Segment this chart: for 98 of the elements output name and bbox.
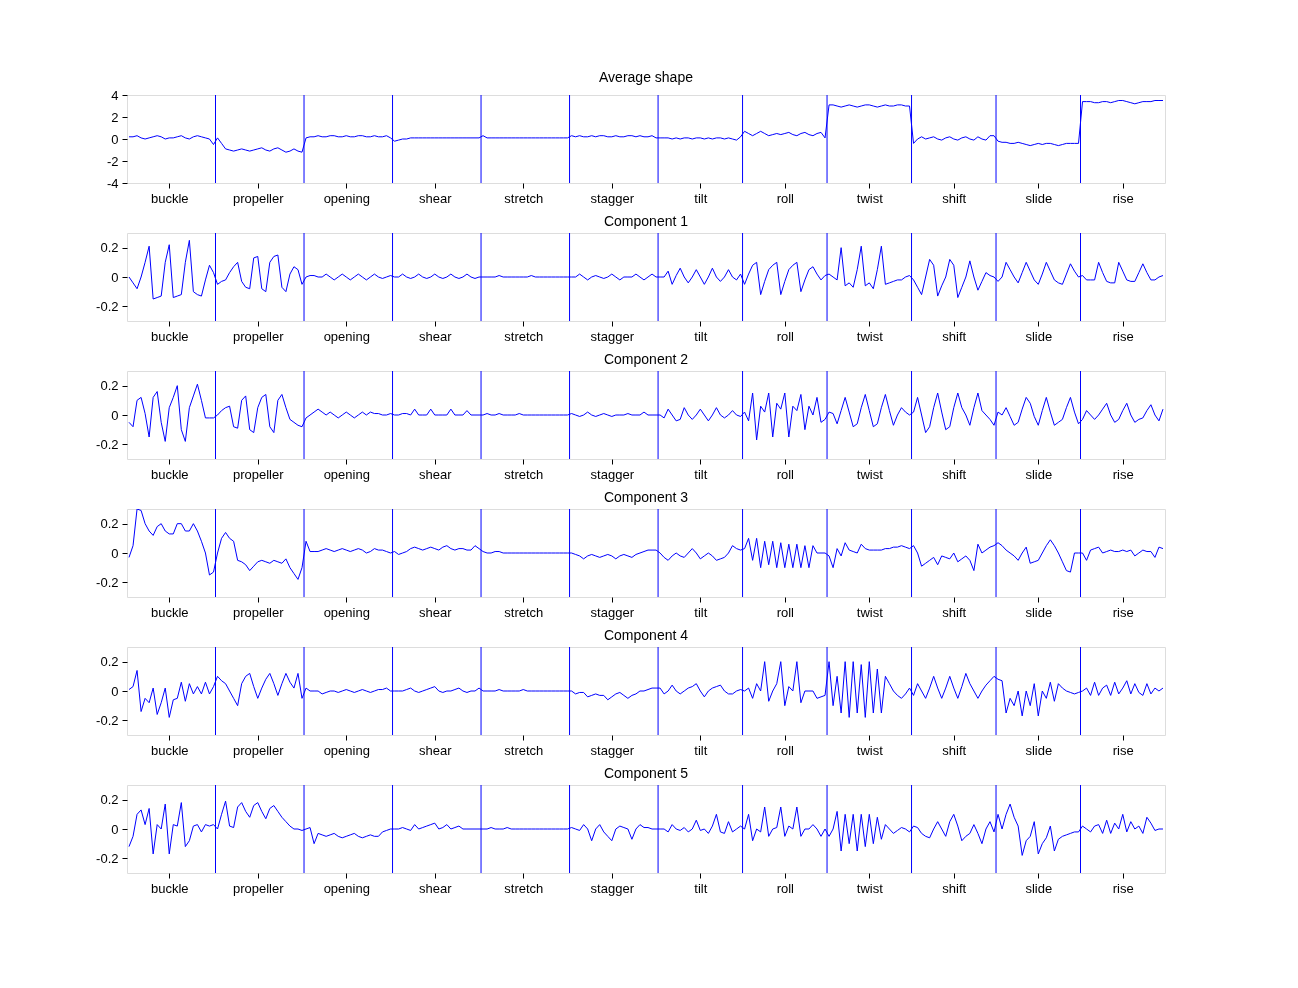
y-tick-label: -0.2 bbox=[96, 850, 119, 866]
x-tick-label: propeller bbox=[232, 604, 285, 620]
x-tick-label: rise bbox=[1112, 880, 1134, 896]
y-tick-label: -0.2 bbox=[96, 298, 119, 314]
y-tick-label: -0.2 bbox=[96, 712, 119, 728]
x-tick-label: twist bbox=[856, 742, 884, 758]
y-tick-label: 0 bbox=[111, 131, 119, 147]
x-tick-label: shift bbox=[942, 190, 967, 206]
chart-title: Component 5 bbox=[603, 764, 689, 781]
x-tick-label: shift bbox=[942, 466, 967, 482]
y-tick-label: -4 bbox=[106, 175, 119, 191]
x-tick-label: rise bbox=[1112, 328, 1134, 344]
x-tick-label: buckle bbox=[150, 466, 189, 482]
x-tick-label: tilt bbox=[694, 880, 708, 896]
y-tick-label: -0.2 bbox=[96, 436, 119, 452]
x-tick-label: rise bbox=[1112, 190, 1134, 206]
x-tick-label: roll bbox=[776, 880, 795, 896]
x-tick-label: opening bbox=[323, 328, 370, 344]
chart-title: Average shape bbox=[599, 69, 694, 85]
x-tick-label: stretch bbox=[504, 190, 544, 206]
x-tick-label: buckle bbox=[150, 328, 189, 344]
x-tick-label: slide bbox=[1025, 742, 1053, 758]
x-tick-label: twist bbox=[856, 328, 884, 344]
x-tick-label: roll bbox=[776, 466, 795, 482]
x-tick-label: slide bbox=[1025, 328, 1053, 344]
x-tick-label: opening bbox=[323, 742, 370, 758]
x-tick-label: stretch bbox=[504, 328, 544, 344]
x-tick-label: roll bbox=[776, 190, 795, 206]
x-tick-label: slide bbox=[1025, 880, 1053, 896]
x-tick-label: shear bbox=[419, 604, 453, 620]
y-tick-label: 0 bbox=[111, 821, 119, 837]
x-tick-label: shift bbox=[942, 880, 967, 896]
x-tick-label: stagger bbox=[590, 604, 635, 620]
x-tick-label: stagger bbox=[590, 880, 635, 896]
x-tick-label: tilt bbox=[694, 328, 708, 344]
x-tick-label: twist bbox=[856, 190, 884, 206]
y-tick-label: 0 bbox=[111, 269, 119, 285]
x-tick-label: opening bbox=[323, 190, 370, 206]
x-tick-label: stretch bbox=[504, 466, 544, 482]
chart-title: Component 3 bbox=[603, 488, 689, 505]
y-tick-label: 0.2 bbox=[100, 378, 119, 394]
x-tick-label: shear bbox=[419, 742, 453, 758]
y-tick-label: 2 bbox=[111, 109, 119, 125]
x-tick-label: twist bbox=[856, 466, 884, 482]
chart-title: Component 4 bbox=[603, 626, 689, 643]
x-tick-label: propeller bbox=[232, 742, 285, 758]
x-tick-label: rise bbox=[1112, 466, 1134, 482]
x-tick-label: slide bbox=[1025, 466, 1053, 482]
x-tick-label: opening bbox=[323, 466, 370, 482]
x-tick-label: tilt bbox=[694, 604, 708, 620]
x-tick-label: stagger bbox=[590, 742, 635, 758]
x-tick-label: shift bbox=[942, 742, 967, 758]
x-tick-label: roll bbox=[776, 328, 795, 344]
x-tick-label: rise bbox=[1112, 604, 1134, 620]
y-tick-label: 0.2 bbox=[100, 516, 119, 532]
x-tick-label: shear bbox=[419, 466, 453, 482]
chart-title: Component 1 bbox=[603, 212, 689, 229]
x-tick-label: propeller bbox=[232, 880, 285, 896]
y-tick-label: 0.2 bbox=[100, 240, 119, 256]
x-tick-label: stagger bbox=[590, 328, 635, 344]
x-tick-label: twist bbox=[856, 604, 884, 620]
y-tick-label: 0.2 bbox=[100, 792, 119, 808]
x-tick-label: tilt bbox=[694, 190, 708, 206]
x-tick-label: stagger bbox=[590, 190, 635, 206]
x-tick-label: propeller bbox=[232, 190, 285, 206]
x-tick-label: buckle bbox=[150, 880, 189, 896]
y-tick-label: -2 bbox=[106, 153, 119, 169]
x-tick-label: tilt bbox=[694, 742, 708, 758]
x-tick-label: opening bbox=[323, 604, 370, 620]
x-tick-label: stagger bbox=[590, 466, 635, 482]
x-tick-label: slide bbox=[1025, 190, 1053, 206]
x-tick-label: stretch bbox=[504, 880, 544, 896]
x-tick-label: opening bbox=[323, 880, 370, 896]
chart-title: Component 2 bbox=[603, 350, 689, 367]
x-tick-label: stretch bbox=[504, 742, 544, 758]
y-tick-label: 0 bbox=[111, 683, 119, 699]
x-tick-label: shear bbox=[419, 328, 453, 344]
y-tick-label: 4 bbox=[111, 87, 119, 103]
x-tick-label: roll bbox=[776, 604, 795, 620]
x-tick-label: buckle bbox=[150, 742, 189, 758]
y-tick-label: 0 bbox=[111, 545, 119, 561]
x-tick-label: twist bbox=[856, 880, 884, 896]
y-tick-label: 0.2 bbox=[100, 654, 119, 670]
x-tick-label: slide bbox=[1025, 604, 1053, 620]
y-tick-label: 0 bbox=[111, 407, 119, 423]
x-tick-label: shear bbox=[419, 190, 453, 206]
x-tick-label: shift bbox=[942, 604, 967, 620]
x-tick-label: buckle bbox=[150, 190, 189, 206]
x-tick-label: shift bbox=[942, 328, 967, 344]
x-tick-label: propeller bbox=[232, 328, 285, 344]
x-tick-label: propeller bbox=[232, 466, 285, 482]
x-tick-label: stretch bbox=[504, 604, 544, 620]
x-tick-label: shear bbox=[419, 880, 453, 896]
y-tick-label: -0.2 bbox=[96, 574, 119, 590]
x-tick-label: roll bbox=[776, 742, 795, 758]
x-tick-label: tilt bbox=[694, 466, 708, 482]
x-tick-label: rise bbox=[1112, 742, 1134, 758]
x-tick-label: buckle bbox=[150, 604, 189, 620]
